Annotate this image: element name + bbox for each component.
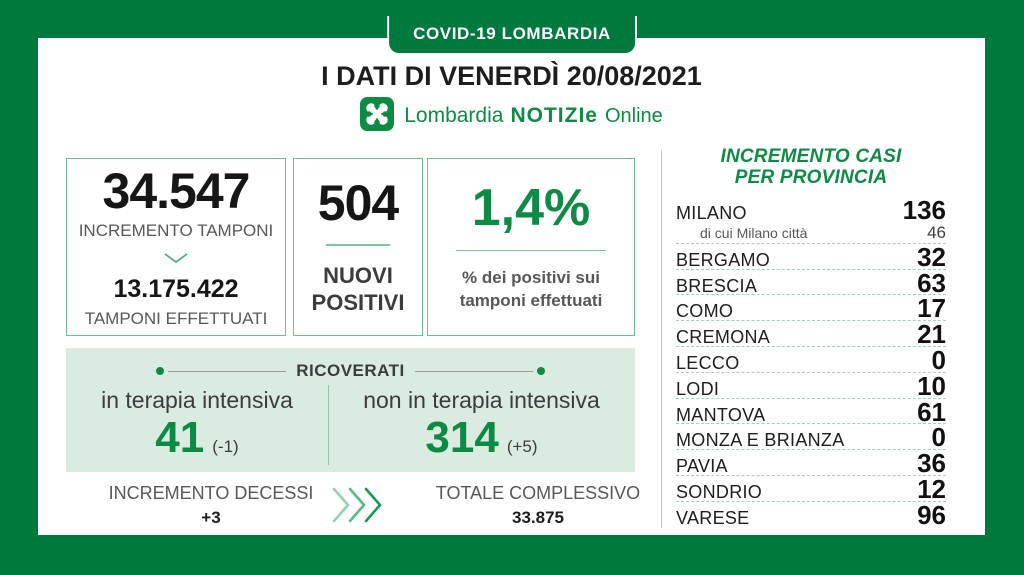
intensive-care-block: in terapia intensiva 41 (-1) bbox=[66, 387, 328, 460]
province-row: CREMONA 21 bbox=[676, 321, 946, 347]
deaths-block: INCREMENTO DECESSI +3 bbox=[66, 483, 356, 528]
province-name: VARESE bbox=[676, 507, 750, 528]
tamponi-total-value: 13.175.422 bbox=[113, 274, 239, 303]
province-name: MANTOVA bbox=[676, 404, 766, 425]
tamponi-panel: 34.547 INCREMENTO TAMPONI 13.175.422 TAM… bbox=[66, 158, 286, 336]
provinces-header: INCREMENTO CASI PER PROVINCIA bbox=[676, 146, 946, 188]
province-value: 12 bbox=[917, 473, 946, 504]
nuovi-positivi-panel: 504 NUOVI POSITIVI bbox=[293, 158, 423, 336]
logo-brand-text: NOTIZIe bbox=[510, 104, 598, 127]
triple-chevron-icon bbox=[330, 485, 392, 530]
chevron-down-icon bbox=[163, 251, 189, 269]
panel-divider bbox=[326, 243, 390, 246]
province-name: CREMONA bbox=[676, 327, 771, 348]
province-row: PAVIA 36 bbox=[676, 450, 946, 476]
province-row: MILANO 136 bbox=[676, 197, 946, 223]
bullet-dot-icon bbox=[156, 367, 165, 375]
non-intensive-care-value: 314 bbox=[425, 413, 499, 462]
header-rule bbox=[168, 370, 287, 372]
province-row: COMO 17 bbox=[676, 295, 946, 321]
ricoverati-header: RICOVERATI bbox=[66, 348, 635, 381]
deaths-value: +3 bbox=[201, 508, 221, 527]
non-intensive-care-block: non in terapia intensiva 314 (+5) bbox=[328, 387, 635, 460]
tamponi-increment-value: 34.547 bbox=[102, 162, 251, 219]
province-row: MONZA E BRIANZA 0 bbox=[676, 424, 946, 450]
province-value: 96 bbox=[917, 499, 946, 530]
intensive-care-label: in terapia intensiva bbox=[101, 387, 293, 413]
bullet-dot-icon bbox=[536, 367, 545, 375]
province-name: BERGAMO bbox=[676, 249, 771, 270]
intensive-care-delta: (-1) bbox=[212, 437, 239, 456]
province-row: BERGAMO 32 bbox=[676, 244, 946, 270]
non-intensive-care-delta: (+5) bbox=[506, 437, 538, 456]
province-row: MANTOVA 61 bbox=[676, 399, 946, 425]
content-area: I DATI DI VENERDÌ 20/08/2021 bbox=[38, 38, 985, 535]
province-row: LODI 10 bbox=[676, 373, 946, 399]
province-value: 136 bbox=[902, 195, 946, 225]
logo-wordmark: Lombardia NOTIZIe Online bbox=[404, 104, 663, 128]
province-name: LECCO bbox=[676, 352, 740, 373]
province-name: BRESCIA bbox=[676, 275, 758, 296]
positivity-panel: 1,4% % dei positivi sui tamponi effettua… bbox=[427, 158, 635, 336]
province-value: 0 bbox=[931, 422, 946, 453]
province-name: SONDRIO bbox=[676, 481, 763, 502]
positivity-label: % dei positivi sui tamponi effettuati bbox=[459, 267, 603, 310]
header-rule bbox=[414, 370, 533, 372]
intensive-care-value: 41 bbox=[155, 413, 205, 462]
band-divider bbox=[328, 385, 329, 465]
positivity-value: 1,4% bbox=[471, 178, 591, 237]
logo-suffix-text: Online bbox=[604, 105, 663, 127]
tamponi-total-label: TAMPONI EFFETTUATI bbox=[84, 308, 268, 328]
provinces-header-line1: INCREMENTO CASI bbox=[720, 146, 902, 167]
province-value: 63 bbox=[917, 267, 946, 298]
province-value: 21 bbox=[917, 319, 946, 350]
page-title: I DATI DI VENERDÌ 20/08/2021 bbox=[321, 61, 702, 91]
province-value: 61 bbox=[917, 396, 946, 427]
province-sub-value: 46 bbox=[927, 222, 946, 242]
province-name: MONZA E BRIANZA bbox=[676, 430, 845, 451]
province-value: 32 bbox=[917, 241, 946, 272]
province-name: LODI bbox=[676, 378, 720, 399]
column-divider bbox=[661, 150, 662, 528]
province-table: MILANO 136 di cui Milano città 46 BERGAMO 32 B… bbox=[676, 197, 946, 528]
lombardia-notizie-logo: Lombardia NOTIZIe Online bbox=[38, 96, 985, 136]
province-value: 36 bbox=[917, 448, 946, 479]
non-intensive-care-label: non in terapia intensiva bbox=[363, 387, 600, 413]
province-row: SONDRIO 12 bbox=[676, 476, 946, 502]
nuovi-positivi-value: 504 bbox=[317, 174, 399, 231]
province-value: 17 bbox=[917, 293, 946, 324]
province-name: MILANO bbox=[676, 203, 747, 223]
lombardia-rosette-icon bbox=[360, 96, 395, 136]
panel-divider bbox=[456, 249, 606, 251]
total-label: TOTALE COMPLESSIVO bbox=[435, 483, 641, 503]
ricoverati-band: RICOVERATI in terapia intensiva 41 (-1) … bbox=[66, 348, 635, 472]
provinces-panel: INCREMENTO CASI PER PROVINCIA MILANO 136 d… bbox=[676, 146, 946, 528]
province-value: 0 bbox=[931, 344, 946, 375]
province-row: VARESE 96 bbox=[676, 502, 946, 528]
province-sub-name: di cui Milano città bbox=[700, 224, 808, 241]
province-subrow: di cui Milano città 46 bbox=[676, 223, 946, 244]
provinces-header-line2: PER PROVINCIA bbox=[734, 167, 888, 188]
nuovi-positivi-label: NUOVI POSITIVI bbox=[311, 262, 405, 316]
province-name: COMO bbox=[676, 301, 734, 322]
ricoverati-title: RICOVERATI bbox=[296, 361, 405, 380]
province-value: 10 bbox=[917, 370, 946, 401]
deaths-label: INCREMENTO DECESSI bbox=[108, 483, 314, 503]
tamponi-increment-label: INCREMENTO TAMPONI bbox=[78, 220, 274, 240]
province-name: PAVIA bbox=[676, 456, 728, 477]
province-row: BRESCIA 63 bbox=[676, 270, 946, 296]
province-row: LECCO 0 bbox=[676, 347, 946, 373]
total-value: 33.875 bbox=[512, 508, 564, 527]
logo-region-text: Lombardia bbox=[404, 104, 504, 127]
total-block: TOTALE COMPLESSIVO 33.875 bbox=[398, 483, 678, 528]
covid-lombardia-badge: COVID-19 LOMBARDIA bbox=[387, 16, 637, 55]
